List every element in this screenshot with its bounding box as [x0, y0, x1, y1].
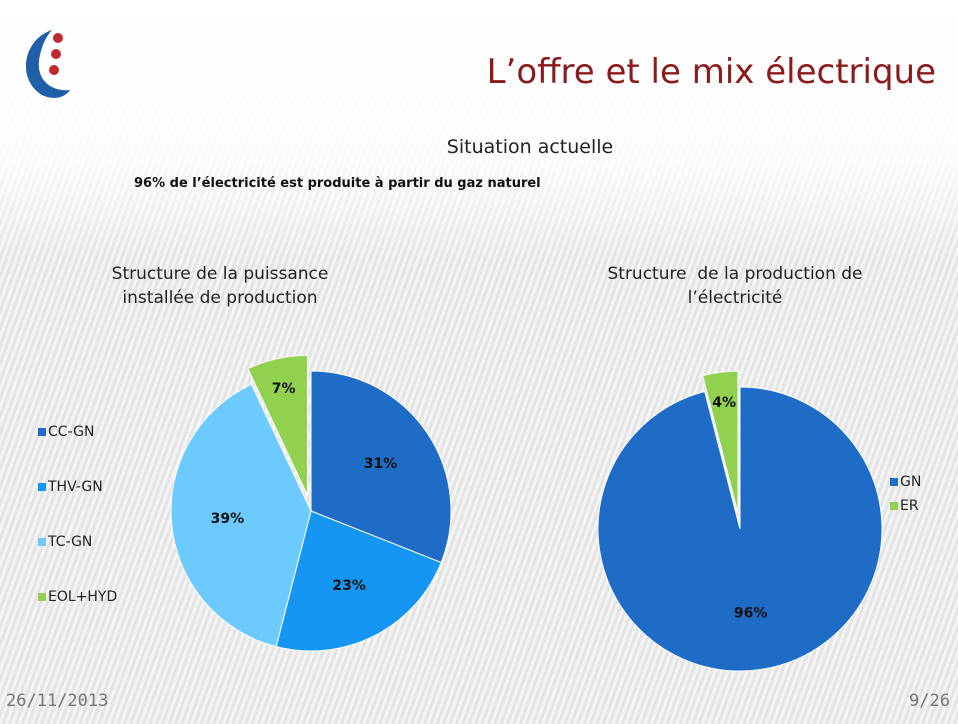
logo-dot: [49, 65, 59, 75]
legend-label: THV-GN: [47, 479, 103, 495]
data-label: 7%: [272, 381, 296, 397]
data-label: 39%: [211, 511, 245, 527]
legend-label: EOL+HYD: [48, 589, 117, 605]
pie-slice: [702, 370, 739, 514]
subtitle: Situation actuelle: [446, 136, 614, 158]
data-label: 23%: [332, 578, 366, 594]
pie-slice: [275, 510, 442, 652]
pie-slice: [170, 383, 312, 648]
legend-swatch: [38, 593, 46, 601]
pie-slice: [310, 370, 452, 564]
pie-slice: [597, 386, 883, 672]
slide-title: L’offre et le mix électrique: [486, 52, 936, 92]
logo: [25, 30, 70, 98]
page-number: 9/26: [909, 691, 950, 711]
chart-title: Structure de la production de l’électric…: [607, 264, 868, 308]
legend-label: TC-GN: [47, 534, 92, 550]
data-label: 4%: [712, 395, 736, 411]
legend-label: GN: [900, 474, 921, 490]
legend-swatch: [890, 478, 898, 486]
legend-label: ER: [900, 498, 919, 514]
legend-swatch: [38, 483, 46, 491]
pie-slice: [247, 354, 309, 496]
legend-swatch: [38, 428, 46, 436]
logo-arc: [25, 30, 70, 98]
logo-dot: [53, 33, 63, 43]
chart-title: Structure de la puissance installée de p…: [111, 264, 334, 308]
date: 26/11/2013: [6, 691, 109, 711]
data-label: 31%: [364, 456, 398, 472]
legend-label: CC-GN: [48, 424, 94, 440]
data-label: 96%: [734, 606, 768, 622]
legend-swatch: [38, 538, 46, 546]
logo-dot: [51, 49, 61, 59]
note: 96% de l’électricité est produite à part…: [134, 176, 541, 191]
legend-swatch: [890, 502, 898, 510]
